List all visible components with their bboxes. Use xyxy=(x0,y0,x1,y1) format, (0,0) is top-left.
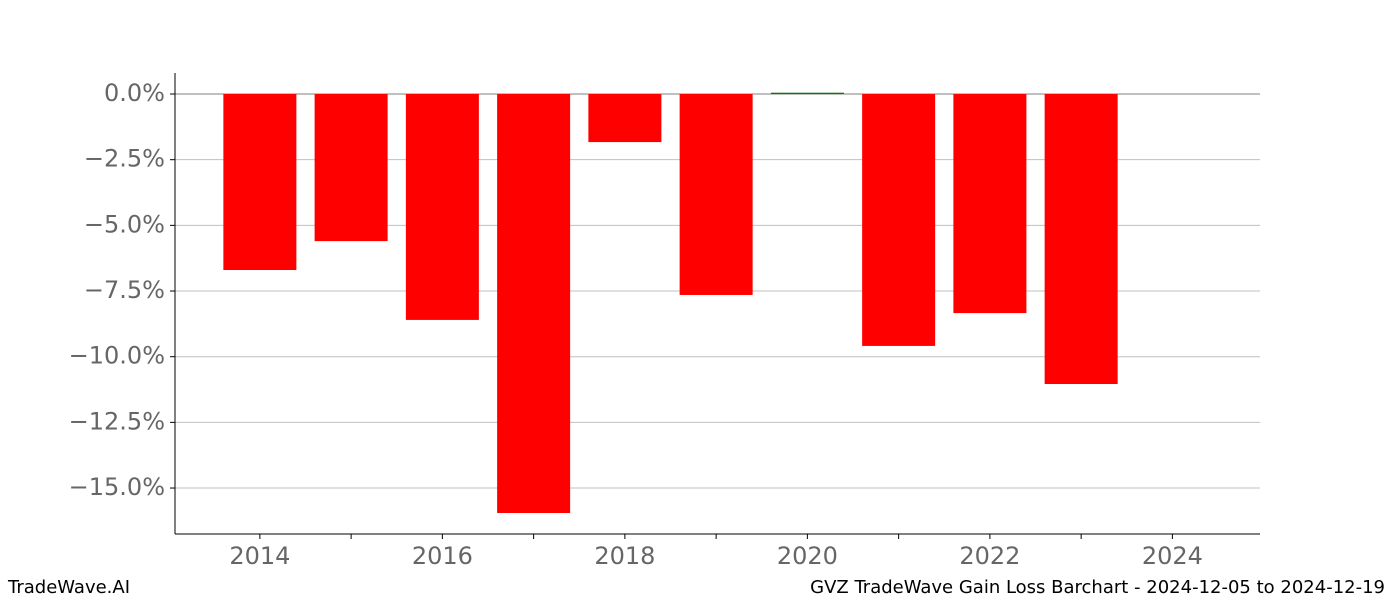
y-tick-label: −10.0% xyxy=(69,342,165,370)
x-tick-label: 2016 xyxy=(412,542,473,570)
y-tick-label: −2.5% xyxy=(84,145,165,173)
x-tick-label: 2022 xyxy=(959,542,1020,570)
bar xyxy=(405,94,479,320)
bar xyxy=(497,94,571,513)
bar xyxy=(1044,94,1118,385)
x-tick-label: 2020 xyxy=(777,542,838,570)
bar xyxy=(862,94,936,346)
y-tick-label: −15.0% xyxy=(69,473,165,501)
y-tick-label: 0.0% xyxy=(104,79,165,107)
x-tick-label: 2024 xyxy=(1142,542,1203,570)
x-tick-label: 2014 xyxy=(229,542,290,570)
x-tick-label: 2018 xyxy=(594,542,655,570)
bar xyxy=(770,92,844,95)
bar xyxy=(588,94,662,143)
footer-right: GVZ TradeWave Gain Loss Barchart - 2024-… xyxy=(810,577,1385,598)
y-tick-label: −7.5% xyxy=(84,276,165,304)
bar xyxy=(953,94,1027,314)
bar xyxy=(679,94,753,295)
footer-left: TradeWave.AI xyxy=(7,577,130,598)
bar xyxy=(223,94,297,271)
y-tick-label: −12.5% xyxy=(69,407,165,435)
bar xyxy=(314,94,388,242)
y-tick-label: −5.0% xyxy=(84,210,165,238)
